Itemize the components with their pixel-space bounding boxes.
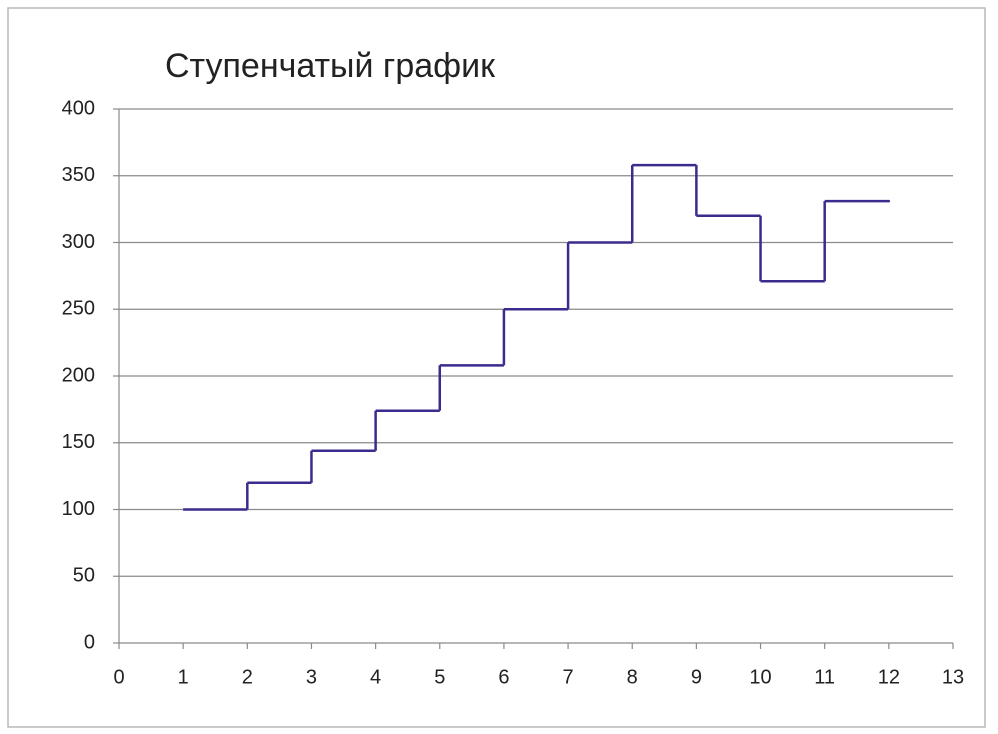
x-tick-label: 0 xyxy=(113,666,124,688)
x-tick-label: 9 xyxy=(691,666,702,688)
chart-title: Ступенчатый график xyxy=(165,47,496,85)
x-tick-label: 8 xyxy=(627,666,638,688)
x-tick-label: 5 xyxy=(434,666,445,688)
x-tick-label: 3 xyxy=(306,666,317,688)
x-tick-label: 12 xyxy=(878,666,900,688)
y-tick-label: 150 xyxy=(62,431,95,453)
chart-border xyxy=(7,7,986,728)
x-tick-label: 10 xyxy=(749,666,771,688)
y-tick-label: 300 xyxy=(62,231,95,253)
y-tick-label: 200 xyxy=(62,364,95,386)
x-tick-label: 7 xyxy=(563,666,574,688)
y-tick-label: 400 xyxy=(62,97,95,119)
x-tick-label: 2 xyxy=(242,666,253,688)
x-tick-label: 1 xyxy=(178,666,189,688)
x-tick-label: 4 xyxy=(370,666,381,688)
y-tick-label: 0 xyxy=(84,631,95,653)
x-tick-label: 13 xyxy=(942,666,964,688)
y-tick-label: 50 xyxy=(73,565,95,587)
x-tick-label: 11 xyxy=(814,666,835,688)
y-tick-label: 100 xyxy=(62,498,95,520)
step-end xyxy=(887,199,891,203)
y-tick-label: 250 xyxy=(62,298,95,320)
x-tick-label: 6 xyxy=(498,666,509,688)
y-tick-label: 350 xyxy=(62,164,95,186)
